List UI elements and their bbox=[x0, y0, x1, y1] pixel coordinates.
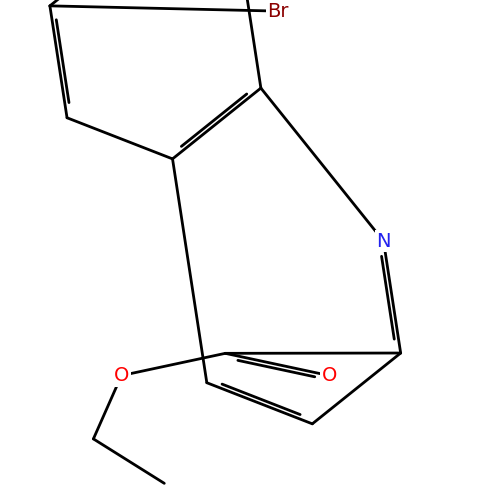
Text: O: O bbox=[114, 366, 129, 385]
Text: O: O bbox=[322, 366, 337, 385]
Text: Br: Br bbox=[268, 2, 289, 20]
Text: N: N bbox=[376, 232, 391, 250]
